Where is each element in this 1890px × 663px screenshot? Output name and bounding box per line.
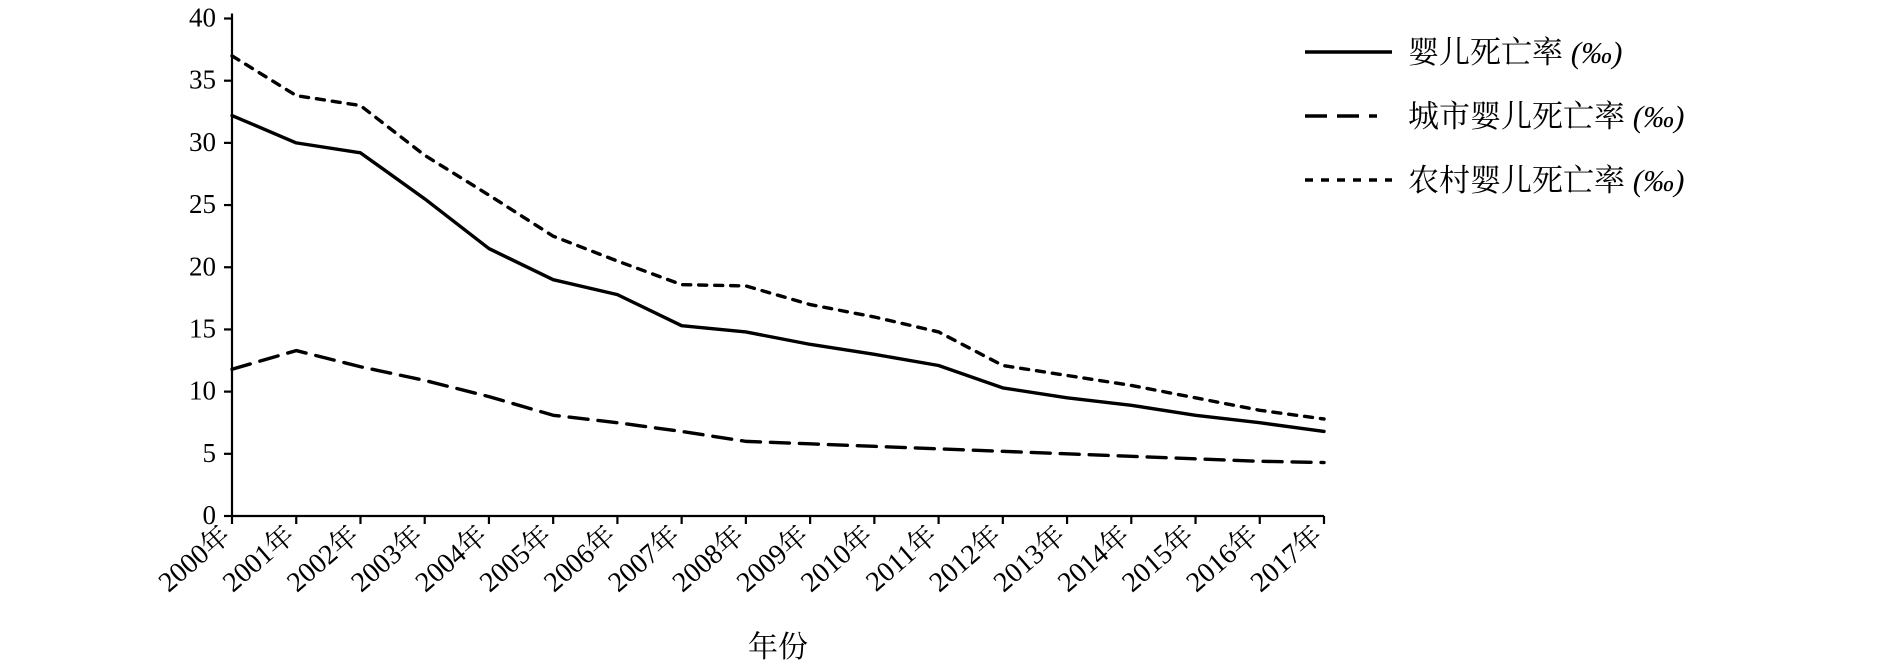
svg-text:5: 5 [203, 438, 217, 468]
svg-text:年份: 年份 [748, 631, 808, 663]
svg-text:25: 25 [189, 189, 216, 219]
svg-text:40: 40 [189, 3, 216, 33]
svg-text:10: 10 [189, 376, 216, 406]
svg-text:20: 20 [189, 251, 216, 281]
svg-text:35: 35 [189, 65, 216, 95]
svg-text:农村婴儿死亡率 (‰): 农村婴儿死亡率 (‰) [1408, 163, 1684, 198]
svg-text:15: 15 [189, 313, 216, 343]
svg-text:30: 30 [189, 127, 216, 157]
svg-text:城市婴儿死亡率 (‰): 城市婴儿死亡率 (‰) [1408, 99, 1684, 134]
svg-text:婴儿死亡率 (‰): 婴儿死亡率 (‰) [1408, 35, 1622, 70]
